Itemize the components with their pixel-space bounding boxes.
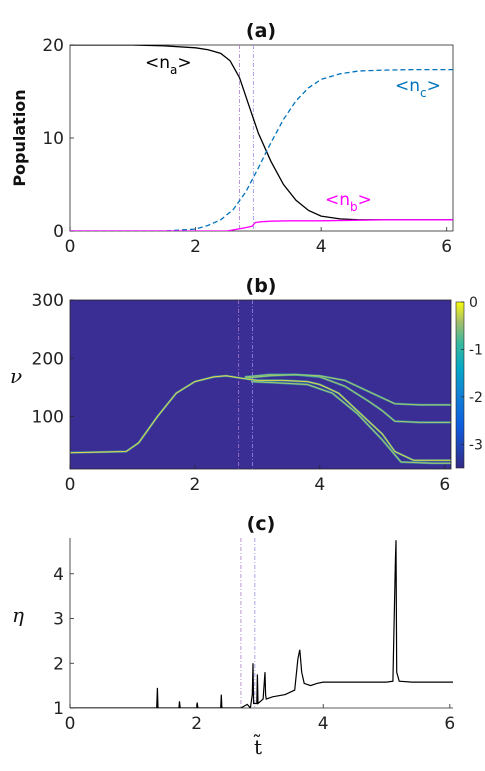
panel-a-xtick-label: 2 <box>190 237 201 257</box>
colorbar-tick-label: 0 <box>469 295 478 311</box>
panel-c-xtick-label: 2 <box>191 714 202 734</box>
panel-c-title: (c) <box>247 513 276 535</box>
panel-b-xtick-label: 6 <box>439 475 450 495</box>
colorbar <box>455 301 465 469</box>
panel-a-ytick-label: 20 <box>42 36 64 56</box>
panel-a-ylabel: Population <box>10 89 29 186</box>
panel-b-ylabel: ν <box>10 364 22 388</box>
panel-a-xtick-label: 6 <box>441 237 452 257</box>
nb-curve <box>70 219 453 231</box>
panel-b-title: (b) <box>246 275 277 297</box>
colorbar-tick-label: -1 <box>469 342 483 358</box>
panel-c-ytick-label: 1 <box>53 699 64 719</box>
panel-b-ytick-label: 200 <box>32 349 64 369</box>
panel-c-xlabel: t̃ <box>253 733 262 759</box>
panel-c-xtick-label: 4 <box>318 714 329 734</box>
panel-b: (b) 0 2 4 6 100 200 300 ν 0 -1 -2 -3 <box>10 275 483 495</box>
panel-a-xtick-label: 0 <box>65 237 76 257</box>
panel-c: (c) 0 2 4 6 1 2 3 4 η t̃ <box>12 513 455 759</box>
panel-b-xtick-label: 4 <box>314 475 325 495</box>
panel-c-xtick-label: 0 <box>65 714 76 734</box>
na-curve <box>70 45 453 221</box>
panel-b-xtick-label: 2 <box>190 475 201 495</box>
colorbar-tick-label: -2 <box>469 390 483 406</box>
panel-a-xtick-label: 4 <box>316 237 327 257</box>
label-nb: <nb> <box>325 190 372 214</box>
panel-a-title: (a) <box>246 20 276 42</box>
nc-curve <box>70 68 453 231</box>
panel-b-ytick-label: 100 <box>32 408 64 428</box>
label-na: <na> <box>145 53 192 77</box>
panel-b-frame <box>69 299 452 470</box>
panel-a-ytick-label: 0 <box>53 222 64 242</box>
panel-c-ytick-label: 4 <box>53 565 64 585</box>
panel-b-ytick-label: 300 <box>32 291 64 311</box>
panel-a-ytick-label: 10 <box>42 129 64 149</box>
panel-c-ylabel: η <box>12 603 24 627</box>
ridge-line <box>251 381 451 464</box>
panel-a: (a) 0 2 4 6 0 10 20 Population <na> <nc> <nb> <box>10 20 454 257</box>
panel-c-ytick-label: 3 <box>53 610 64 630</box>
panel-c-xtick-label: 6 <box>444 714 455 734</box>
eta-curve <box>70 540 453 708</box>
panel-b-xtick-label: 0 <box>65 475 76 495</box>
ridge-line <box>244 374 451 406</box>
heatmap-background <box>70 300 451 469</box>
label-nc: <nc> <box>395 76 441 100</box>
colorbar-tick-label: -3 <box>469 437 483 453</box>
ridge-line <box>70 375 451 461</box>
panel-a-frame <box>69 44 454 232</box>
panel-c-ytick-label: 2 <box>53 654 64 674</box>
